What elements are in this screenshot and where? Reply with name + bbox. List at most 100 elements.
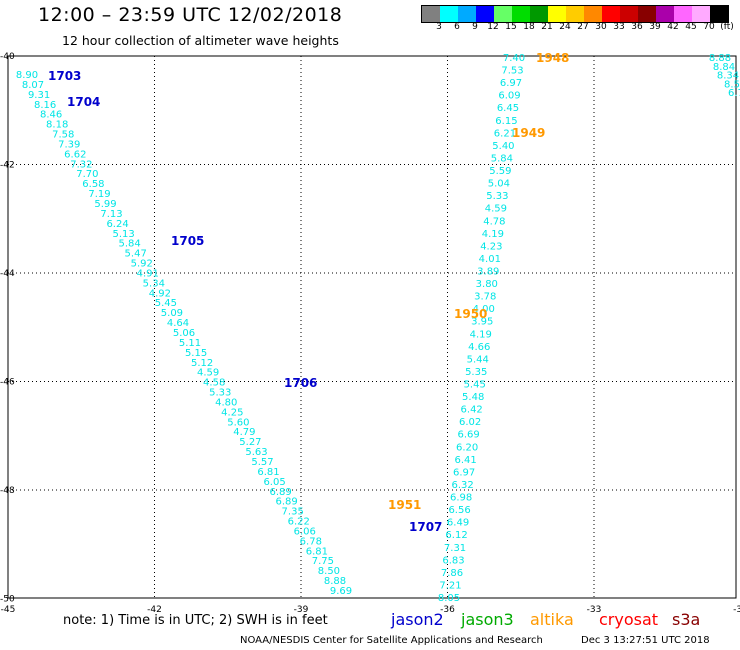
wave-height-value: 4.25 — [221, 407, 243, 418]
lat-lon-grid — [7, 55, 737, 599]
wave-height-value: 6.97 — [453, 467, 475, 478]
wave-height-value: 6.24 — [106, 219, 128, 230]
legend-swatch — [422, 6, 440, 22]
wave-height-value: 5.92 — [131, 259, 153, 270]
pass-label-1705: 1705 — [171, 234, 204, 248]
wave-height-color-legend — [421, 5, 729, 23]
wave-height-value: 5.63 — [245, 447, 267, 458]
wave-height-value: 5.35 — [465, 367, 487, 378]
wave-height-value: 7.58 — [52, 130, 74, 141]
wave-height-value: 7.53 — [501, 66, 523, 77]
wave-height-value: 6.78 — [300, 536, 322, 547]
wave-height-value: 4.00 — [473, 304, 495, 315]
legend-label: 42 — [667, 22, 679, 32]
wave-height-value: 6.09 — [498, 91, 520, 102]
track-corner: 8.888.848.348.56.7 — [709, 53, 740, 99]
wave-height-value: 6.41 — [454, 455, 476, 466]
wave-height-value: 5.60 — [227, 417, 249, 428]
legend-label: 45 — [685, 22, 697, 32]
wave-height-value: 7.19 — [88, 189, 110, 200]
legend-swatch — [656, 6, 674, 22]
wave-height-value: 5.44 — [467, 354, 489, 365]
lat-tick-label: -50 — [0, 595, 15, 605]
legend-label: 6 — [454, 22, 460, 32]
legend-label: 3 — [436, 22, 442, 32]
lon-tick-label: -39 — [294, 605, 309, 615]
track-jason2: 8.908.079.318.168.468.187.587.396.627.32… — [16, 70, 352, 597]
wave-height-value: 4.59 — [197, 368, 219, 379]
legend-label: 15 — [505, 22, 517, 32]
wave-height-value: 4.58 — [203, 378, 225, 389]
wave-height-value: 8.34 — [717, 71, 739, 82]
wave-height-value: 8.07 — [22, 80, 44, 91]
wave-height-value: 5.57 — [251, 457, 273, 468]
wave-height-value: 5.15 — [185, 348, 207, 359]
wave-height-value: 8.5 — [724, 79, 740, 90]
legend-label: 33 — [613, 22, 625, 32]
wave-height-value: 4.80 — [215, 397, 237, 408]
wave-height-value: 8.88 — [709, 53, 731, 64]
wave-height-value: 6.20 — [456, 442, 478, 453]
wave-height-value: 6.15 — [495, 116, 517, 127]
wave-height-value: 6.81 — [257, 467, 279, 478]
wave-height-legend-labels: 3 6 9 12 15 18 21 24 27 30 33 36 39 42 45 70 (ft) — [421, 22, 734, 34]
wave-height-value: 6.69 — [458, 430, 480, 441]
wave-height-value: 4.23 — [480, 241, 502, 252]
mission-cryosat-label: cryosat — [599, 610, 659, 629]
wave-height-value: 5.09 — [161, 308, 183, 319]
legend-swatch — [674, 6, 692, 22]
legend-swatch — [584, 6, 602, 22]
wave-height-value: 5.47 — [125, 249, 147, 260]
legend-label: 39 — [649, 22, 661, 32]
legend-swatch — [530, 6, 548, 22]
wave-height-value: 6.49 — [447, 518, 469, 529]
mission-altika-label: altika — [530, 610, 574, 629]
wave-height-value: 4.19 — [482, 229, 504, 240]
wave-height-value: 7.75 — [312, 556, 334, 567]
lat-tick-label: -44 — [0, 269, 15, 279]
units-note: note: 1) Time is in UTC; 2) SWH is in fe… — [63, 613, 328, 628]
legend-label: 27 — [577, 22, 589, 32]
wave-height-value: 6.89 — [269, 487, 291, 498]
wave-height-value: 3.89 — [477, 266, 499, 277]
wave-height-value: 5.27 — [239, 437, 261, 448]
legend-label: 70 — [703, 22, 715, 32]
legend-swatch — [494, 6, 512, 22]
pass-label-1704: 1704 — [67, 95, 100, 109]
pass-label-1949: 1949 — [512, 126, 545, 140]
legend-swatch — [602, 6, 620, 22]
map-title: 12:00 – 23:59 UTC 12/02/2018 — [38, 4, 343, 26]
wave-height-value: 4.64 — [167, 318, 189, 329]
legend-swatch — [512, 6, 530, 22]
wave-height-tracks: 8.908.079.318.168.468.187.587.396.627.32… — [16, 53, 740, 604]
legend-label: 30 — [595, 22, 607, 32]
wave-height-value: 7.70 — [76, 169, 98, 180]
legend-label: 21 — [541, 22, 553, 32]
wave-height-value: 4.59 — [485, 204, 507, 215]
wave-height-value: 6.05 — [263, 477, 285, 488]
axis-tick-labels: -45 -42 -39 -36 -33 -30 -40 -42 -44 -46 -48 -50 — [0, 52, 740, 615]
wave-height-value: 6.22 — [288, 517, 310, 528]
wave-height-value: 5.33 — [486, 191, 508, 202]
wave-height-value: 3.80 — [476, 279, 498, 290]
wave-height-value: 6.98 — [450, 493, 472, 504]
wave-height-value: 7.35 — [282, 507, 304, 518]
wave-height-value: 7.31 — [444, 543, 466, 554]
lat-tick-label: -40 — [0, 52, 15, 62]
wave-height-value: 7.40 — [503, 53, 525, 64]
wave-height-value: 6.45 — [497, 103, 519, 114]
legend-label: 18 — [523, 22, 535, 32]
wave-height-value: 5.06 — [173, 328, 195, 339]
wave-height-value: 3.95 — [471, 317, 493, 328]
wave-height-value: 6.97 — [500, 78, 522, 89]
legend-swatch — [440, 6, 458, 22]
mission-jason3-label: jason3 — [461, 610, 514, 629]
wave-height-value: 5.48 — [462, 392, 484, 403]
wave-height-value: 6.21 — [494, 128, 516, 139]
wave-height-value: 5.59 — [489, 166, 511, 177]
pass-label-1948: 1948 — [536, 51, 569, 65]
mission-jason2-label: jason2 — [391, 610, 444, 629]
wave-height-value: 5.04 — [488, 179, 510, 190]
mission-s3a-label: s3a — [672, 610, 701, 629]
